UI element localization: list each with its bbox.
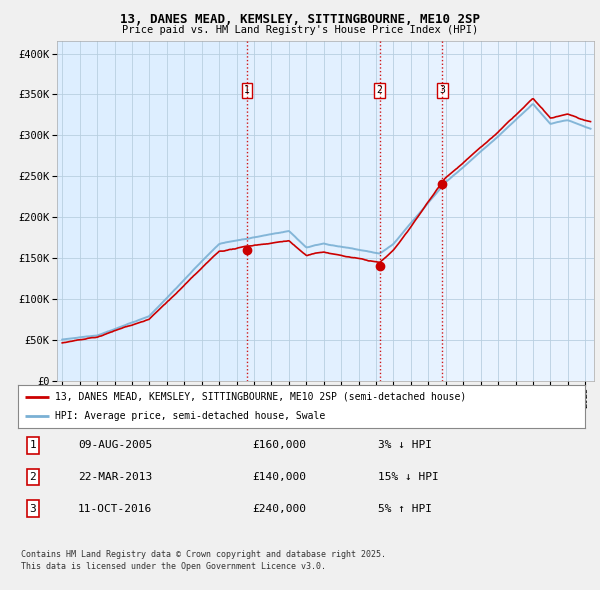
Text: 22-MAR-2013: 22-MAR-2013: [78, 472, 152, 481]
Text: 5% ↑ HPI: 5% ↑ HPI: [378, 504, 432, 513]
Text: 1: 1: [29, 441, 37, 450]
Text: Price paid vs. HM Land Registry's House Price Index (HPI): Price paid vs. HM Land Registry's House …: [122, 25, 478, 35]
Bar: [247, 41, 594, 381]
Text: 3% ↓ HPI: 3% ↓ HPI: [378, 441, 432, 450]
Bar: [380, 41, 594, 381]
Text: 2: 2: [377, 86, 382, 96]
Text: 09-AUG-2005: 09-AUG-2005: [78, 441, 152, 450]
Text: 11-OCT-2016: 11-OCT-2016: [78, 504, 152, 513]
Text: 13, DANES MEAD, KEMSLEY, SITTINGBOURNE, ME10 2SP (semi-detached house): 13, DANES MEAD, KEMSLEY, SITTINGBOURNE, …: [55, 392, 466, 402]
Bar: [442, 41, 594, 381]
Text: HPI: Average price, semi-detached house, Swale: HPI: Average price, semi-detached house,…: [55, 411, 325, 421]
Text: 3: 3: [439, 86, 445, 96]
Text: £240,000: £240,000: [252, 504, 306, 513]
Text: Contains HM Land Registry data © Crown copyright and database right 2025.: Contains HM Land Registry data © Crown c…: [21, 550, 386, 559]
Text: £160,000: £160,000: [252, 441, 306, 450]
Text: 1: 1: [244, 86, 250, 96]
Text: 3: 3: [29, 504, 37, 513]
Text: 15% ↓ HPI: 15% ↓ HPI: [378, 472, 439, 481]
Text: £140,000: £140,000: [252, 472, 306, 481]
Text: 2: 2: [29, 472, 37, 481]
Text: This data is licensed under the Open Government Licence v3.0.: This data is licensed under the Open Gov…: [21, 562, 326, 571]
Text: 13, DANES MEAD, KEMSLEY, SITTINGBOURNE, ME10 2SP: 13, DANES MEAD, KEMSLEY, SITTINGBOURNE, …: [120, 13, 480, 26]
